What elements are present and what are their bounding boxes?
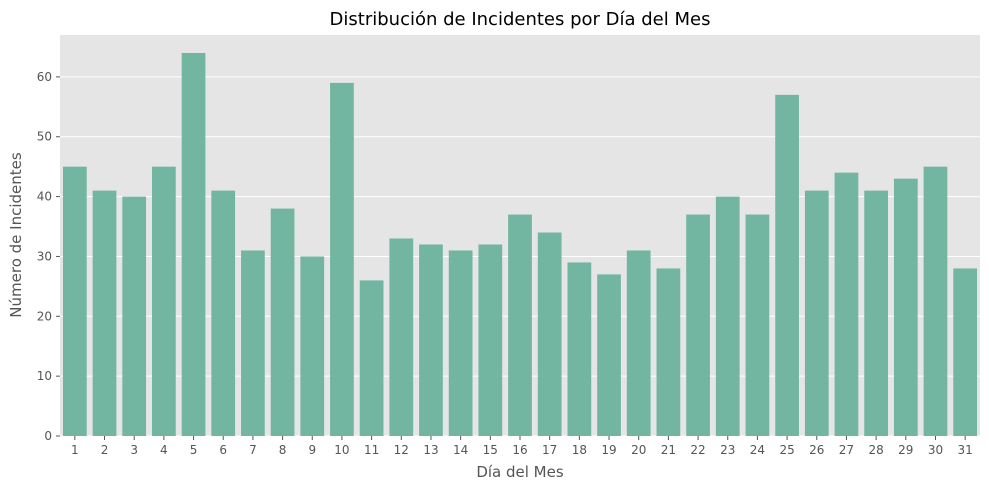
x-tick-label: 31 [958,443,973,457]
bar-day-20 [626,250,651,436]
x-tick-label: 16 [512,443,527,457]
bar-day-3 [122,196,147,436]
x-tick-label: 7 [249,443,257,457]
bar-day-6 [211,190,236,436]
x-tick-label: 25 [779,443,794,457]
bar-day-22 [686,214,710,436]
x-tick-label: 24 [750,443,765,457]
x-axis-ticks: 1 2 3 4 5 6 7 8 9 10 11 12 13 14 15 16 17 18 19 20 21 22 23 24 2… [71,436,973,457]
bar-day-16 [508,214,532,436]
bar-day-1 [62,166,87,437]
x-tick-label: 30 [928,443,943,457]
bar-day-27 [834,172,859,436]
bar-day-31 [953,268,978,436]
x-tick-label: 23 [720,443,735,457]
x-tick-label: 1 [71,443,79,457]
y-tick-label: 20 [37,309,52,323]
x-tick-label: 6 [219,443,227,457]
x-tick-label: 15 [483,443,498,457]
x-axis-label: Día del Mes [476,463,564,481]
x-tick-label: 18 [572,443,587,457]
y-tick-label: 60 [37,70,52,84]
y-tick-label: 0 [44,429,52,443]
chart-title: Distribución de Incidentes por Día del M… [330,9,711,30]
x-tick-label: 13 [423,443,438,457]
x-tick-label: 2 [101,443,109,457]
bar-day-4 [152,166,176,437]
x-tick-label: 22 [690,443,705,457]
bar-day-14 [448,250,473,436]
bars [62,52,978,437]
bar-day-25 [775,94,799,437]
x-tick-label: 19 [601,443,616,457]
bar-day-9 [300,256,325,436]
bar-day-13 [419,244,443,436]
bar-day-7 [241,250,265,436]
y-axis-label: Número de Incidentes [7,152,25,318]
x-tick-label: 21 [661,443,676,457]
bar-day-8 [270,208,295,436]
bar-day-28 [864,190,888,436]
bar-day-17 [537,232,562,436]
x-tick-label: 11 [364,443,379,457]
x-tick-label: 17 [542,443,557,457]
bar-day-15 [478,244,503,436]
bar-day-19 [597,274,621,436]
x-tick-label: 14 [453,443,468,457]
x-tick-label: 10 [334,443,349,457]
y-tick-label: 40 [37,190,52,204]
x-tick-label: 9 [308,443,316,457]
x-tick-label: 5 [190,443,198,457]
x-tick-label: 27 [839,443,854,457]
y-tick-label: 30 [37,249,52,263]
bar-day-26 [804,190,829,436]
x-tick-label: 28 [868,443,883,457]
bar-day-5 [181,52,206,436]
x-tick-label: 29 [898,443,913,457]
bar-day-10 [330,82,354,436]
bar-day-12 [389,238,414,436]
bar-day-21 [656,268,681,436]
bar-day-11 [359,280,384,436]
bar-day-29 [893,178,918,436]
bar-day-2 [92,190,117,436]
x-tick-label: 3 [130,443,138,457]
x-tick-label: 4 [160,443,168,457]
y-tick-label: 10 [37,369,52,383]
x-tick-label: 8 [279,443,287,457]
y-tick-label: 50 [37,130,52,144]
bar-day-18 [567,262,592,436]
bar-day-23 [715,196,740,436]
y-axis-ticks: 0 10 20 30 40 50 60 [37,70,60,443]
bar-day-24 [745,214,770,436]
x-tick-label: 26 [809,443,824,457]
x-tick-label: 12 [394,443,409,457]
x-tick-label: 20 [631,443,646,457]
bar-day-30 [923,166,948,437]
